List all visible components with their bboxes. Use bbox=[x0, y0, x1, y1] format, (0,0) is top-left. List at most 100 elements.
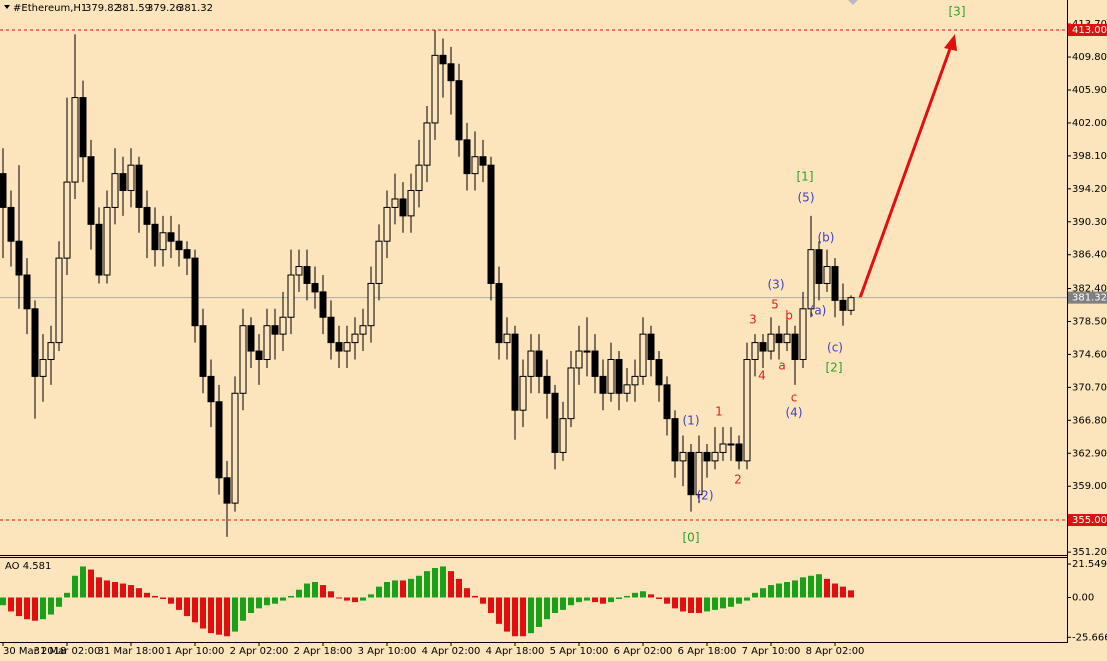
y-tick-label: 366.80 bbox=[1072, 415, 1107, 426]
candle-body bbox=[119, 173, 127, 192]
x-tick-label: 1 Apr 10:00 bbox=[166, 646, 225, 657]
wave-label: [2] bbox=[826, 361, 843, 375]
ao-bar bbox=[64, 592, 70, 598]
ao-bar bbox=[576, 597, 582, 603]
ao-bar bbox=[8, 597, 14, 612]
ao-bar bbox=[616, 597, 622, 600]
candle-body bbox=[407, 190, 415, 217]
ao-bar bbox=[648, 594, 654, 598]
candle-body bbox=[359, 325, 367, 335]
ao-bar bbox=[192, 597, 198, 623]
wave-label: 5 bbox=[771, 298, 779, 312]
ao-bar bbox=[848, 590, 854, 598]
candle-body bbox=[479, 156, 487, 166]
ao-tick-label: 0.00 bbox=[1072, 592, 1094, 603]
candle-body bbox=[735, 443, 743, 462]
candle-body bbox=[367, 282, 375, 327]
ao-bar bbox=[336, 597, 342, 599]
candle-body bbox=[143, 206, 151, 225]
ao-bar bbox=[200, 597, 206, 629]
candle-body bbox=[463, 139, 471, 175]
candle-body bbox=[0, 173, 7, 208]
candle-body bbox=[543, 375, 551, 394]
header-low: 379.26 bbox=[147, 3, 182, 14]
ao-bar bbox=[656, 597, 662, 600]
level-marker bbox=[1068, 514, 1107, 527]
candle-body bbox=[559, 418, 567, 453]
menu-icon[interactable] bbox=[4, 5, 10, 9]
candle-body bbox=[71, 97, 79, 183]
y-tick-label: 398.10 bbox=[1072, 151, 1107, 162]
candle-body bbox=[799, 308, 807, 360]
ao-bar bbox=[88, 569, 94, 598]
ao-tick-label: 21.549 bbox=[1072, 559, 1107, 570]
candle-body bbox=[223, 477, 231, 504]
scroll-marker bbox=[848, 0, 858, 5]
ao-bar bbox=[456, 578, 462, 598]
ao-bar bbox=[392, 580, 398, 598]
y-tick-label: 382.40 bbox=[1072, 284, 1107, 295]
candle-body bbox=[7, 206, 15, 242]
ao-bar bbox=[664, 597, 670, 604]
candle-body bbox=[63, 181, 71, 259]
wave-label: [3] bbox=[949, 5, 966, 19]
candle-body bbox=[47, 342, 55, 360]
candle-body bbox=[135, 164, 143, 208]
candle-body bbox=[847, 297, 855, 311]
ao-bar bbox=[280, 597, 286, 601]
y-tick-label: 374.60 bbox=[1072, 349, 1107, 360]
x-tick-label: 6 Apr 18:00 bbox=[678, 646, 737, 657]
candle-body bbox=[311, 282, 319, 293]
candle-body bbox=[511, 333, 519, 411]
candle-body bbox=[751, 342, 759, 360]
x-tick-label: 8 Apr 02:00 bbox=[806, 646, 865, 657]
x-tick-label: 30 Mar 2018 bbox=[3, 646, 66, 657]
candle-body bbox=[383, 206, 391, 242]
ao-bar bbox=[528, 597, 534, 634]
y-tick-label: 351.20 bbox=[1072, 547, 1107, 558]
ao-bar bbox=[248, 597, 254, 613]
y-tick-label: 370.70 bbox=[1072, 382, 1107, 393]
candle-body bbox=[231, 392, 239, 504]
candle-body bbox=[399, 198, 407, 217]
candle-body bbox=[335, 342, 343, 352]
y-tick-label: 409.80 bbox=[1072, 52, 1107, 63]
ao-bar bbox=[40, 597, 46, 620]
ao-bar bbox=[416, 575, 422, 598]
ao-bar bbox=[424, 571, 430, 598]
ao-bar bbox=[560, 597, 566, 610]
ao-bar bbox=[728, 597, 734, 607]
x-tick-label: 7 Apr 10:00 bbox=[742, 646, 801, 657]
y-tick-label: 359.00 bbox=[1072, 481, 1107, 492]
ao-bar bbox=[184, 597, 190, 617]
wave-label: b bbox=[785, 309, 793, 323]
candle-body bbox=[215, 401, 223, 479]
wave-label: c bbox=[791, 391, 798, 405]
header-high: 381.59 bbox=[116, 3, 151, 14]
ao-bar bbox=[128, 585, 134, 598]
candle-body bbox=[591, 350, 599, 377]
x-tick-label: 4 Apr 02:00 bbox=[422, 646, 481, 657]
level-label: 355.00 bbox=[1072, 515, 1107, 526]
x-tick-label: 31 Mar 18:00 bbox=[98, 646, 165, 657]
candle-body bbox=[15, 240, 23, 276]
y-tick-label: 405.90 bbox=[1072, 85, 1107, 96]
ao-bar bbox=[160, 597, 166, 600]
candle-body bbox=[279, 316, 287, 335]
candle-body bbox=[303, 266, 311, 284]
wave-label: [0] bbox=[683, 531, 700, 545]
ao-bar bbox=[480, 597, 486, 604]
candle-body bbox=[159, 232, 167, 251]
ao-bar bbox=[120, 583, 126, 598]
candle-body bbox=[767, 333, 775, 352]
wave-label: (1) bbox=[683, 414, 700, 428]
candle-body bbox=[495, 282, 503, 344]
x-tick-label: 4 Apr 18:00 bbox=[486, 646, 545, 657]
ao-bar bbox=[624, 595, 630, 598]
ao-bar bbox=[352, 597, 358, 603]
wave-label: 4 bbox=[758, 369, 766, 383]
candle-body bbox=[615, 358, 623, 394]
candle-body bbox=[567, 367, 575, 420]
